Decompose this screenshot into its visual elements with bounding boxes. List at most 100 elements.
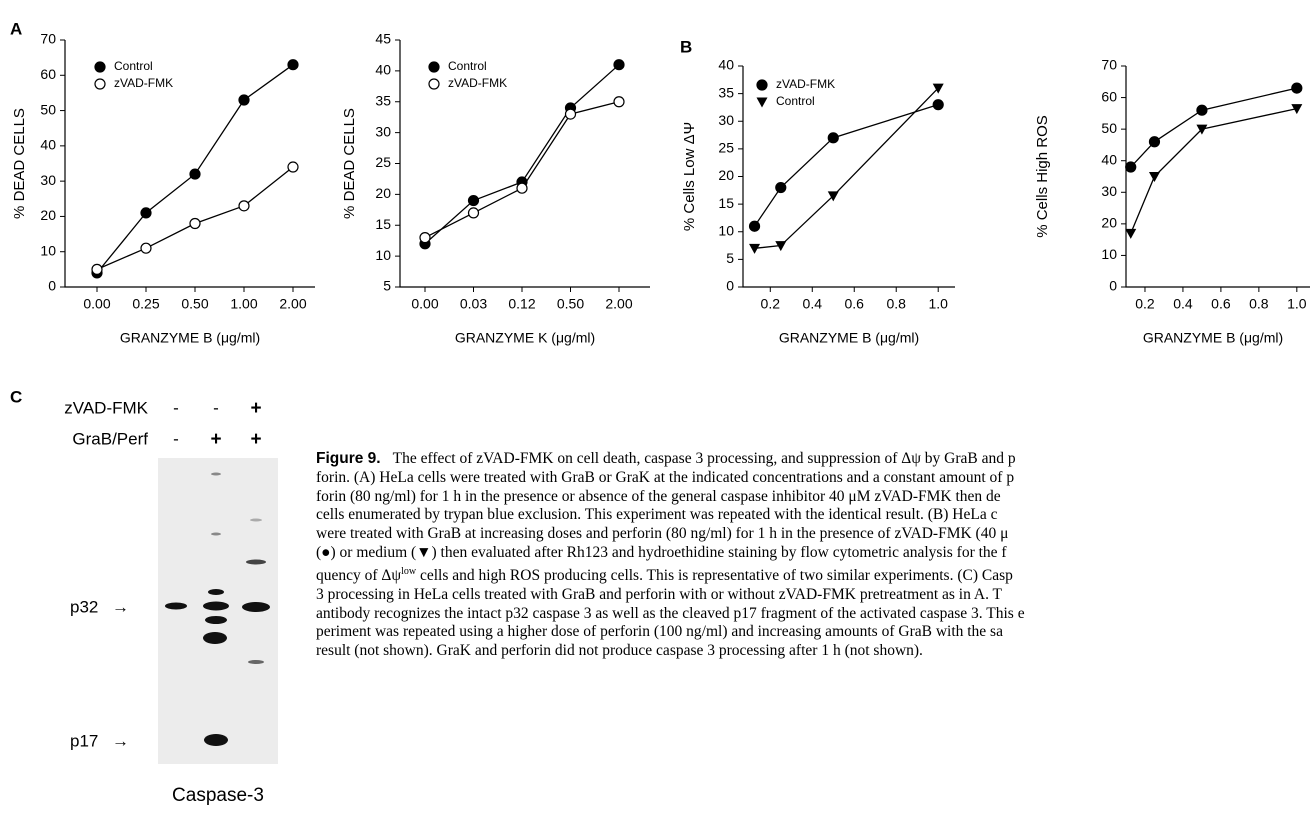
x-tick-label: 0.8: [886, 296, 906, 312]
x-tick-label: 2.00: [605, 296, 632, 312]
series-line: [755, 105, 939, 227]
axis: [65, 40, 315, 287]
data-point: [566, 109, 576, 119]
y-tick-label: 30: [1101, 183, 1117, 199]
x-tick-label: 0.12: [508, 296, 535, 312]
y-tick-label: 30: [375, 123, 391, 139]
data-point: [1126, 162, 1136, 172]
y-tick-label: 0: [726, 278, 734, 294]
blot-row-label: GraB/Perf: [72, 429, 148, 448]
y-tick-label: 40: [1101, 151, 1117, 167]
blot-title: Caspase-3: [172, 785, 264, 806]
y-axis-label: % Cells High ROS: [1034, 115, 1051, 238]
blot-sign: +: [250, 429, 261, 450]
x-tick-label: 0.6: [845, 296, 865, 312]
y-tick-label: 20: [375, 185, 391, 201]
band-label: p17: [70, 731, 98, 750]
y-tick-label: 5: [726, 250, 734, 266]
legend-label: Control: [448, 59, 487, 73]
superscript: low: [401, 566, 416, 577]
panel-label: C: [10, 387, 22, 406]
x-tick-label: 1.0: [928, 296, 948, 312]
data-point: [1125, 229, 1136, 239]
caption-line: forin. (A) HeLa cells were treated with …: [316, 469, 1310, 488]
y-tick-label: 50: [40, 101, 56, 117]
blot-sign: -: [213, 398, 219, 417]
axis: [743, 66, 955, 287]
data-point: [239, 201, 249, 211]
caption-line: (●) or medium (▼) then evaluated after R…: [316, 544, 1310, 563]
caption-text: cells and high ROS producing cells. This…: [416, 567, 1013, 584]
arrow: →: [112, 597, 129, 616]
x-tick-label: 0.6: [1211, 296, 1231, 312]
y-axis-label: % Cells Low ΔΨ: [681, 122, 698, 231]
y-tick-label: 0: [48, 278, 56, 294]
caption-text: The effect of zVAD-FMK on cell death, ca…: [393, 450, 1016, 467]
y-tick-label: 10: [375, 247, 391, 263]
y-tick-label: 40: [718, 57, 734, 73]
legend-symbol: [757, 80, 767, 90]
legend-symbol: [95, 79, 105, 89]
y-tick-label: 20: [1101, 215, 1117, 231]
x-tick-label: 0.00: [83, 296, 110, 312]
caption-line: cells enumerated by trypan blue exclusio…: [316, 506, 1310, 525]
x-tick-label: 0.2: [1135, 296, 1155, 312]
panel-label: A: [10, 19, 22, 38]
data-point: [614, 60, 624, 70]
y-tick-label: 5: [383, 278, 391, 294]
y-tick-label: 30: [40, 172, 56, 188]
y-tick-label: 20: [718, 167, 734, 183]
legend-label: zVAD-FMK: [448, 76, 507, 90]
y-tick-label: 30: [718, 112, 734, 128]
legend-label: zVAD-FMK: [776, 77, 835, 91]
band-label: p32: [70, 597, 98, 616]
x-tick-label: 0.03: [460, 296, 487, 312]
data-point: [288, 60, 298, 70]
data-point: [1149, 172, 1160, 182]
legend-label: zVAD-FMK: [114, 76, 173, 90]
data-point: [933, 100, 943, 110]
data-point: [239, 95, 249, 105]
blot-sign: +: [250, 398, 261, 419]
series-line: [755, 88, 939, 248]
legend-label: Control: [114, 59, 153, 73]
data-point: [750, 221, 760, 231]
x-tick-label: 0.50: [557, 296, 584, 312]
data-point: [420, 233, 430, 243]
data-point: [288, 162, 298, 172]
data-point: [776, 183, 786, 193]
data-point: [749, 244, 760, 254]
y-tick-label: 35: [718, 84, 734, 100]
blot-sign: -: [173, 398, 179, 417]
blot-sign: -: [173, 429, 179, 448]
x-axis-label: GRANZYME B (μg/ml): [779, 330, 919, 346]
y-tick-label: 60: [40, 66, 56, 82]
y-axis-label: % DEAD CELLS: [11, 108, 28, 219]
legend-symbol: [429, 62, 439, 72]
series-line: [1131, 109, 1297, 234]
x-tick-label: 0.00: [411, 296, 438, 312]
y-tick-label: 10: [1101, 246, 1117, 262]
x-tick-label: 0.25: [132, 296, 159, 312]
y-tick-label: 70: [40, 31, 56, 47]
x-tick-label: 2.00: [279, 296, 306, 312]
y-tick-label: 45: [375, 31, 391, 47]
series-line: [1131, 88, 1297, 167]
caption-line: forin (80 ng/ml) for 1 h in the presence…: [316, 488, 1310, 507]
data-point: [469, 208, 479, 218]
figure: A B C zVAD-FMK - - + GraB/Perf - + + p32…: [0, 0, 1310, 813]
caption-line: quency of Δψlow cells and high ROS produ…: [316, 563, 1310, 586]
data-point: [190, 218, 200, 228]
data-point: [92, 264, 102, 274]
y-tick-label: 40: [375, 62, 391, 78]
caption-line: 3 processing in HeLa cells treated with …: [316, 586, 1310, 605]
data-point: [614, 97, 624, 107]
data-point: [190, 169, 200, 179]
legend-label: Control: [776, 94, 815, 108]
data-point: [1292, 83, 1302, 93]
caption-line: Figure 9.The effect of zVAD-FMK on cell …: [316, 450, 1310, 469]
x-tick-label: 0.4: [1173, 296, 1193, 312]
data-point: [517, 183, 527, 193]
data-point: [1197, 105, 1207, 115]
blot-row-label: zVAD-FMK: [64, 398, 148, 417]
